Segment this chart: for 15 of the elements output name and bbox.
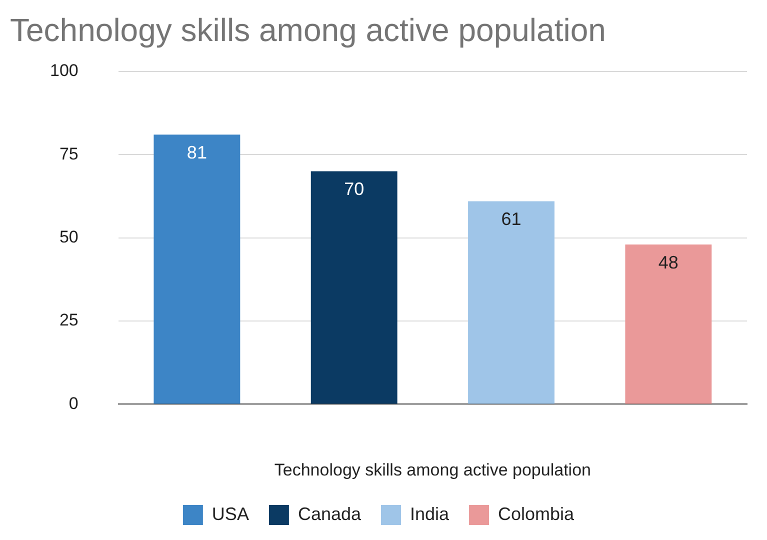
data-label: 70 <box>344 179 364 200</box>
y-tick-label: 75 <box>59 144 78 164</box>
y-tick-label: 0 <box>68 394 78 413</box>
data-label: 48 <box>658 252 678 272</box>
y-tick-label: 100 <box>50 61 78 80</box>
data-label: 81 <box>186 142 207 163</box>
y-tick-label: 25 <box>59 310 78 330</box>
x-axis-title: Technology skills among active population <box>274 460 591 480</box>
legend-label: India <box>410 504 450 524</box>
legend-label: USA <box>212 504 249 524</box>
legend-label: Colombia <box>498 504 576 524</box>
y-tick-label: 50 <box>59 227 78 246</box>
chart-title: Technology skills among active population <box>10 12 606 48</box>
legend-label: Canada <box>298 504 362 524</box>
data-label: 61 <box>501 209 522 230</box>
